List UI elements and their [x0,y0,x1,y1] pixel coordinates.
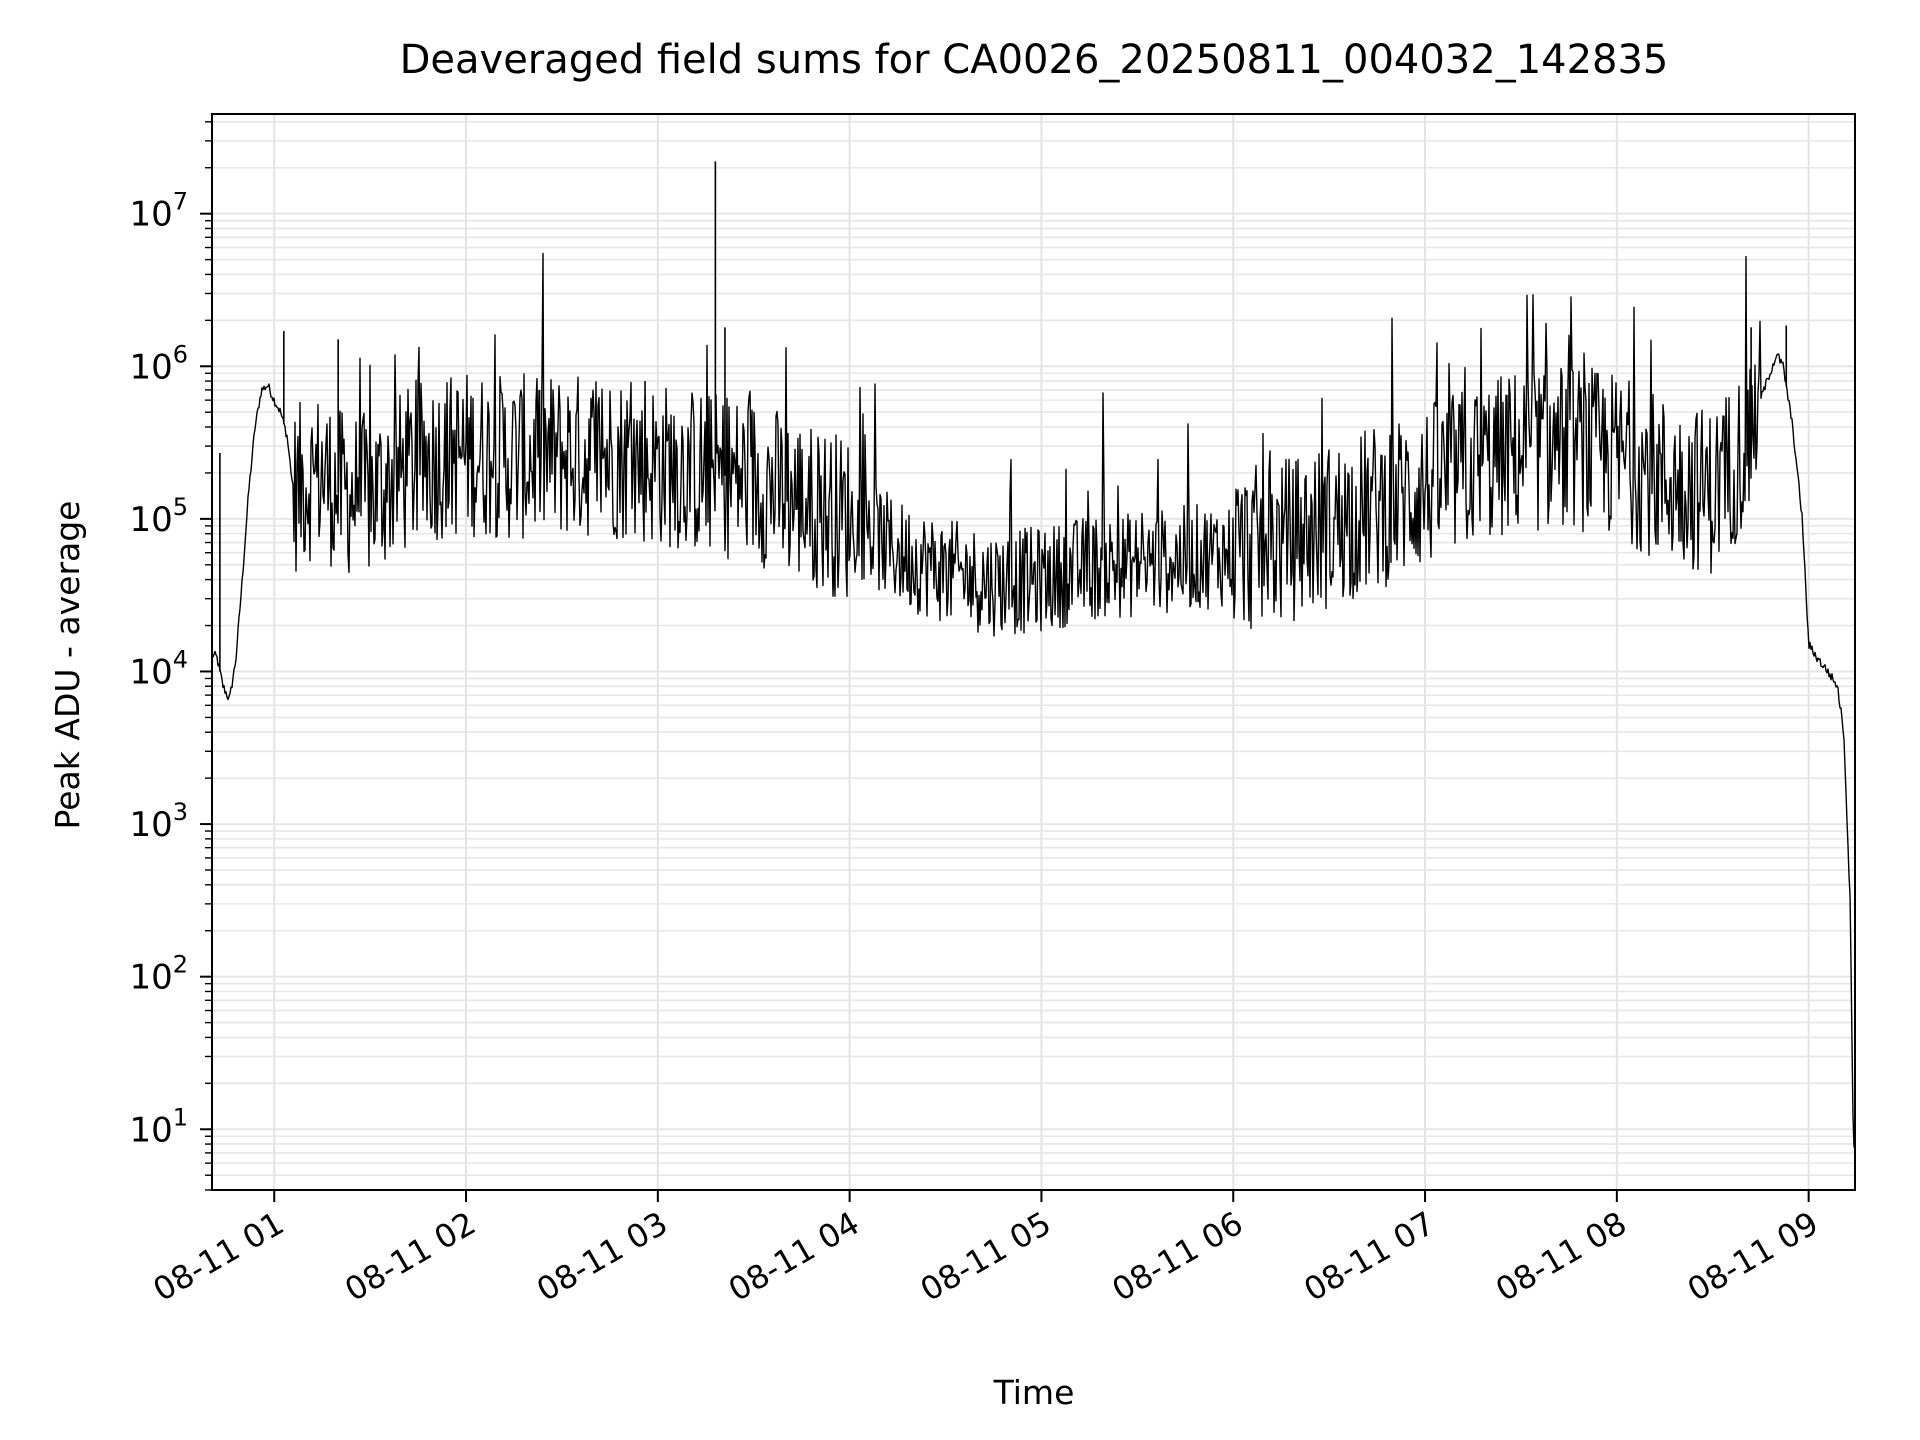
y-tick-label: 103 [129,798,188,845]
series-line [212,252,1855,1148]
y-axis-label: Peak ADU - average [48,501,87,830]
y-tick-label: 106 [129,340,188,387]
y-tick-label: 102 [129,951,188,998]
y-tick-label: 107 [129,188,188,235]
plot-area [212,161,1855,1148]
chart-title: Deaveraged field sums for CA0026_2025081… [400,37,1669,83]
grid-lines [212,114,1855,1191]
plot-frame [211,113,1856,1191]
series-line-group [212,161,1855,1148]
y-tick-label: 105 [129,493,188,540]
y-tick-label: 104 [129,645,188,692]
x-axis-label: Time [993,1373,1075,1412]
y-tick-label: 101 [129,1103,188,1150]
y-axis-ticks: 101 102 103 104 105 106 107 [129,121,212,1191]
